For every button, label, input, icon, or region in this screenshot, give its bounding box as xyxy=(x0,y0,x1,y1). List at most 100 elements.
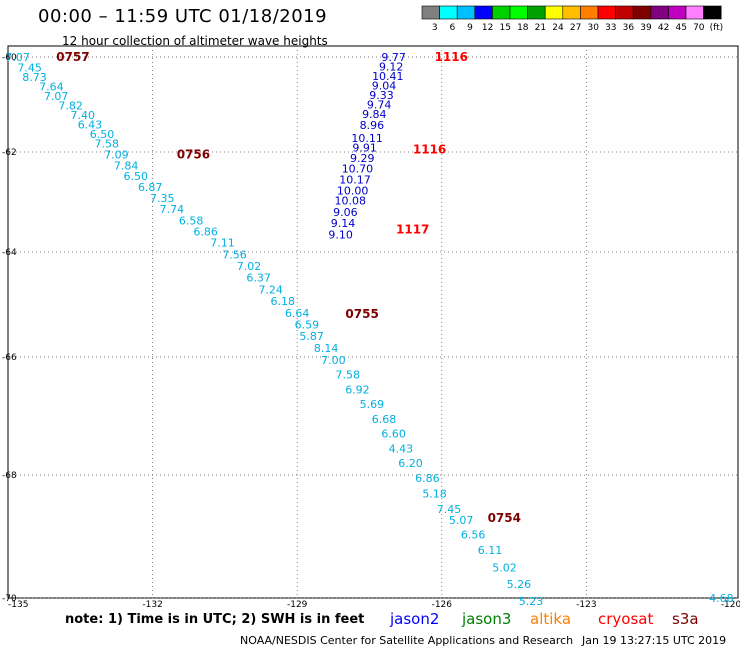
wave-height-value: 6.64 xyxy=(285,307,310,320)
wave-height-value: 6.20 xyxy=(398,457,423,470)
wave-height-value: 8.96 xyxy=(360,119,385,132)
wave-height-value: 10.00 xyxy=(337,185,369,198)
wave-height-value: 9.10 xyxy=(328,229,353,242)
scale-label: 21 xyxy=(535,23,546,33)
wave-height-value: 10.17 xyxy=(339,174,371,187)
wave-height-value: 10.08 xyxy=(334,195,366,208)
footer-credit: NOAA/NESDIS Center for Satellite Applica… xyxy=(240,634,574,647)
wave-height-value: 4.68 xyxy=(709,592,734,605)
lat-label: -66 xyxy=(2,353,17,363)
wave-height-value: 8.73 xyxy=(22,71,47,84)
satellite-legend-jason2: jason2 xyxy=(390,610,440,628)
wave-height-value: 6.86 xyxy=(415,472,440,485)
wave-height-value: 7.64 xyxy=(39,80,64,93)
scale-label: 6 xyxy=(450,23,456,33)
wave-height-value: 6.43 xyxy=(78,118,103,131)
wave-height-value: 6.92 xyxy=(345,383,370,396)
pass-time-label: 1116 xyxy=(413,143,446,157)
scale-label: 70 xyxy=(693,23,705,33)
wave-height-color-scale: 3 6 9 12 15 18 21 24 27 30 33 36 39 42 45 70 (ft) xyxy=(421,5,724,33)
pass-time-label: 1116 xyxy=(435,50,468,64)
wave-height-value: 9.33 xyxy=(369,89,394,102)
wave-height-value: 5.87 xyxy=(299,330,324,343)
page-subtitle: 12 hour collection of altimeter wave hei… xyxy=(62,34,328,48)
wave-height-value: 7.45 xyxy=(17,61,42,74)
wave-height-value: 8.14 xyxy=(314,342,339,355)
pass-time-label: 0755 xyxy=(345,307,378,321)
wave-height-value: 4.43 xyxy=(389,442,414,455)
wave-height-map: -60 -62 -64 -66 -68 -70-135 -132 -129 -126 -123 -1… xyxy=(2,45,740,610)
lon-label: -129 xyxy=(287,600,308,610)
scale-label: 39 xyxy=(640,23,652,33)
lon-label: -135 xyxy=(8,600,28,610)
lat-label: -70 xyxy=(2,594,17,604)
wave-height-value: 6.68 xyxy=(372,413,397,426)
lon-label: -126 xyxy=(432,600,453,610)
scale-label: 30 xyxy=(587,23,599,33)
wave-height-value: 7.58 xyxy=(336,369,361,382)
wave-height-value: 5.26 xyxy=(507,578,532,591)
page-title: 00:00 – 11:59 UTC 01/18/2019 xyxy=(38,6,328,27)
wave-height-value: 6.59 xyxy=(295,318,320,331)
wave-height-value: 10.11 xyxy=(351,132,383,145)
lat-label: -64 xyxy=(2,248,17,258)
scale-label: 27 xyxy=(570,23,581,33)
pass-time-label: 0754 xyxy=(488,511,521,525)
lon-label: -132 xyxy=(142,600,162,610)
lon-label: -123 xyxy=(576,600,596,610)
wave-height-value: 6.60 xyxy=(381,428,406,441)
wave-height-value: 7.40 xyxy=(70,109,95,122)
wave-height-value: 7.02 xyxy=(237,260,262,273)
wave-height-value: 5.18 xyxy=(422,487,447,500)
pass-time-label: 0756 xyxy=(177,148,210,162)
wave-height-value: 7.35 xyxy=(150,192,175,205)
wave-height-value: 5.02 xyxy=(492,561,517,574)
wave-height-value: 9.29 xyxy=(350,152,375,165)
wave-height-value: 7.07 xyxy=(5,51,30,64)
scale-label: 24 xyxy=(552,23,564,33)
wave-height-value: 10.70 xyxy=(342,163,374,176)
wave-height-value: 7.24 xyxy=(258,283,283,296)
wave-height-value: 5.69 xyxy=(360,398,385,411)
pass-time-label: 1117 xyxy=(396,223,429,237)
wave-height-value: 9.04 xyxy=(372,80,397,93)
lat-label: -62 xyxy=(2,148,17,158)
pass-time-label: 0757 xyxy=(56,50,89,64)
wave-height-value: 9.77 xyxy=(381,51,406,64)
wave-height-value: 5.23 xyxy=(519,595,544,608)
lat-label: -60 xyxy=(2,53,17,63)
wave-height-value: 6.18 xyxy=(270,295,295,308)
wave-height-value: 9.06 xyxy=(333,206,358,219)
scale-label: 18 xyxy=(517,23,529,33)
wave-height-value: 7.74 xyxy=(160,203,185,216)
wave-height-value: 7.82 xyxy=(58,99,83,112)
wave-height-value: 9.12 xyxy=(379,61,404,74)
scale-label: 9 xyxy=(467,23,473,33)
wave-height-value: 7.07 xyxy=(44,90,69,103)
wave-height-value: 6.50 xyxy=(123,170,148,183)
scale-label: 42 xyxy=(658,23,669,33)
wave-height-value: 7.45 xyxy=(437,503,462,516)
wave-height-value: 7.11 xyxy=(210,237,235,250)
wave-height-value: 7.58 xyxy=(95,137,120,150)
wave-height-value: 7.00 xyxy=(321,354,346,367)
scale-label: 15 xyxy=(499,23,510,33)
units-note: note: 1) Time is in UTC; 2) SWH is in fe… xyxy=(65,612,365,627)
scale-label: (ft) xyxy=(710,23,724,33)
scale-label: 3 xyxy=(432,23,438,33)
satellite-legend-jason3: jason3 xyxy=(462,610,512,628)
scale-label: 12 xyxy=(482,23,493,33)
scale-label: 45 xyxy=(675,23,686,33)
wave-height-value: 6.37 xyxy=(246,272,271,285)
footer-timestamp: Jan 19 13:27:15 UTC 2019 xyxy=(582,634,727,647)
wave-height-value: 7.09 xyxy=(104,149,129,162)
scale-swatch xyxy=(703,5,722,20)
satellite-legend-s3a: s3a xyxy=(672,610,699,628)
wave-height-value: 9.91 xyxy=(352,141,377,154)
scale-label: 36 xyxy=(623,23,635,33)
wave-height-value: 6.58 xyxy=(179,215,204,228)
wave-height-value: 9.84 xyxy=(362,108,387,121)
wave-height-value: 6.50 xyxy=(90,128,115,141)
wave-height-value: 7.56 xyxy=(222,249,247,262)
wave-height-value: 7.84 xyxy=(114,160,139,173)
